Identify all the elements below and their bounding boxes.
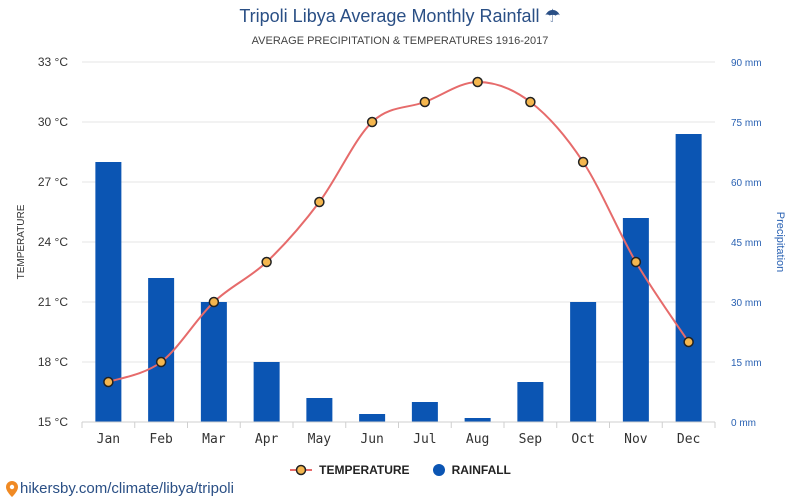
x-tick-label: Feb — [149, 432, 173, 447]
temperature-point — [577, 156, 589, 168]
chart-subtitle: AVERAGE PRECIPITATION & TEMPERATURES 191… — [251, 35, 549, 47]
left-tick-label: 21 °C — [38, 295, 68, 309]
legend-item-rainfall[interactable]: RAINFALL — [432, 463, 511, 477]
right-axis-title: Precipitation — [774, 212, 786, 273]
x-tick-label: Mar — [202, 432, 226, 447]
x-tick-label: Nov — [624, 432, 648, 447]
x-tick-label: May — [308, 432, 332, 447]
rainfall-bar — [148, 278, 175, 422]
rainfall-temperature-chart: 15 °C 18 °C 21 °C 24 °C 27 °C 30 °C 33 °C 0 mm 1… — [16, 55, 786, 447]
temperature-point — [525, 96, 536, 108]
chart-legend: TEMPERATURE RAINFALL — [0, 463, 800, 477]
rainfall-bar — [622, 218, 649, 422]
legend-rainfall-label: RAINFALL — [451, 463, 511, 477]
temperature-legend-icon — [290, 464, 313, 476]
x-tick-label: Dec — [677, 432, 700, 447]
rainfall-bar — [517, 382, 544, 422]
rainfall-legend-icon — [432, 464, 445, 476]
rainfall-bar — [570, 302, 597, 422]
rainfall-bar — [411, 402, 438, 422]
footer-link[interactable]: hikersby.com/climate/libya/tripoli — [6, 480, 234, 497]
x-tick-label: Sep — [519, 432, 543, 447]
temperature-point — [314, 196, 325, 208]
rainfall-bar — [464, 418, 491, 422]
x-tick-label: Apr — [255, 432, 279, 447]
legend-item-temperature[interactable]: TEMPERATURE — [289, 463, 410, 477]
temperature-point — [208, 296, 220, 308]
chart-title-text: Tripoli Libya Average Monthly Rainfall — [239, 6, 540, 26]
x-tick-label: Oct — [571, 432, 594, 447]
left-tick-label: 27 °C — [38, 175, 68, 189]
right-tick-label: 30 mm — [731, 298, 762, 309]
left-tick-label: 18 °C — [38, 355, 68, 369]
temperature-point — [103, 376, 114, 388]
left-tick-label: 24 °C — [38, 235, 68, 249]
x-tick-label: Jul — [413, 432, 436, 447]
temperature-point — [366, 116, 378, 128]
temperature-point — [683, 336, 694, 348]
temperature-point — [155, 356, 167, 368]
rainfall-bar — [359, 414, 386, 422]
temperature-point — [419, 96, 431, 108]
rainfall-bar — [675, 134, 702, 422]
left-tick-label: 33 °C — [38, 55, 68, 69]
x-tick-label: Aug — [466, 432, 489, 447]
temperature-line — [108, 80, 690, 383]
rainfall-bar — [306, 398, 333, 422]
left-axis-title: TEMPERATURE — [16, 204, 27, 279]
rainfall-bar — [253, 362, 280, 422]
right-tick-label: 75 mm — [731, 118, 762, 129]
bar-layer — [95, 134, 702, 422]
right-tick-label: 60 mm — [731, 178, 762, 189]
line-layer — [108, 80, 690, 383]
x-tick-label: Jan — [97, 432, 120, 447]
temperature-point — [261, 256, 272, 268]
umbrella-icon: ☂ — [544, 6, 561, 26]
grid-layer — [82, 61, 715, 423]
footer-text: hikersby.com/climate/libya/tripoli — [20, 480, 234, 497]
right-tick-label: 90 mm — [731, 58, 762, 69]
rainfall-bar — [200, 302, 227, 422]
right-tick-label: 45 mm — [731, 238, 762, 249]
marker-layer — [103, 76, 694, 388]
temperature-point — [472, 76, 483, 88]
legend-temperature-label: TEMPERATURE — [319, 463, 410, 477]
temperature-point — [630, 256, 642, 268]
x-tick-label: Jun — [360, 432, 383, 447]
axis-layer: 15 °C 18 °C 21 °C 24 °C 27 °C 30 °C 33 °C 0 mm 1… — [16, 55, 786, 447]
chart-title: Tripoli Libya Average Monthly Rainfall ☂ — [0, 6, 800, 27]
left-tick-label: 15 °C — [38, 415, 68, 429]
left-tick-label: 30 °C — [38, 115, 68, 129]
location-pin-icon — [6, 480, 18, 497]
right-tick-label: 0 mm — [731, 418, 756, 429]
right-tick-label: 15 mm — [731, 358, 762, 369]
